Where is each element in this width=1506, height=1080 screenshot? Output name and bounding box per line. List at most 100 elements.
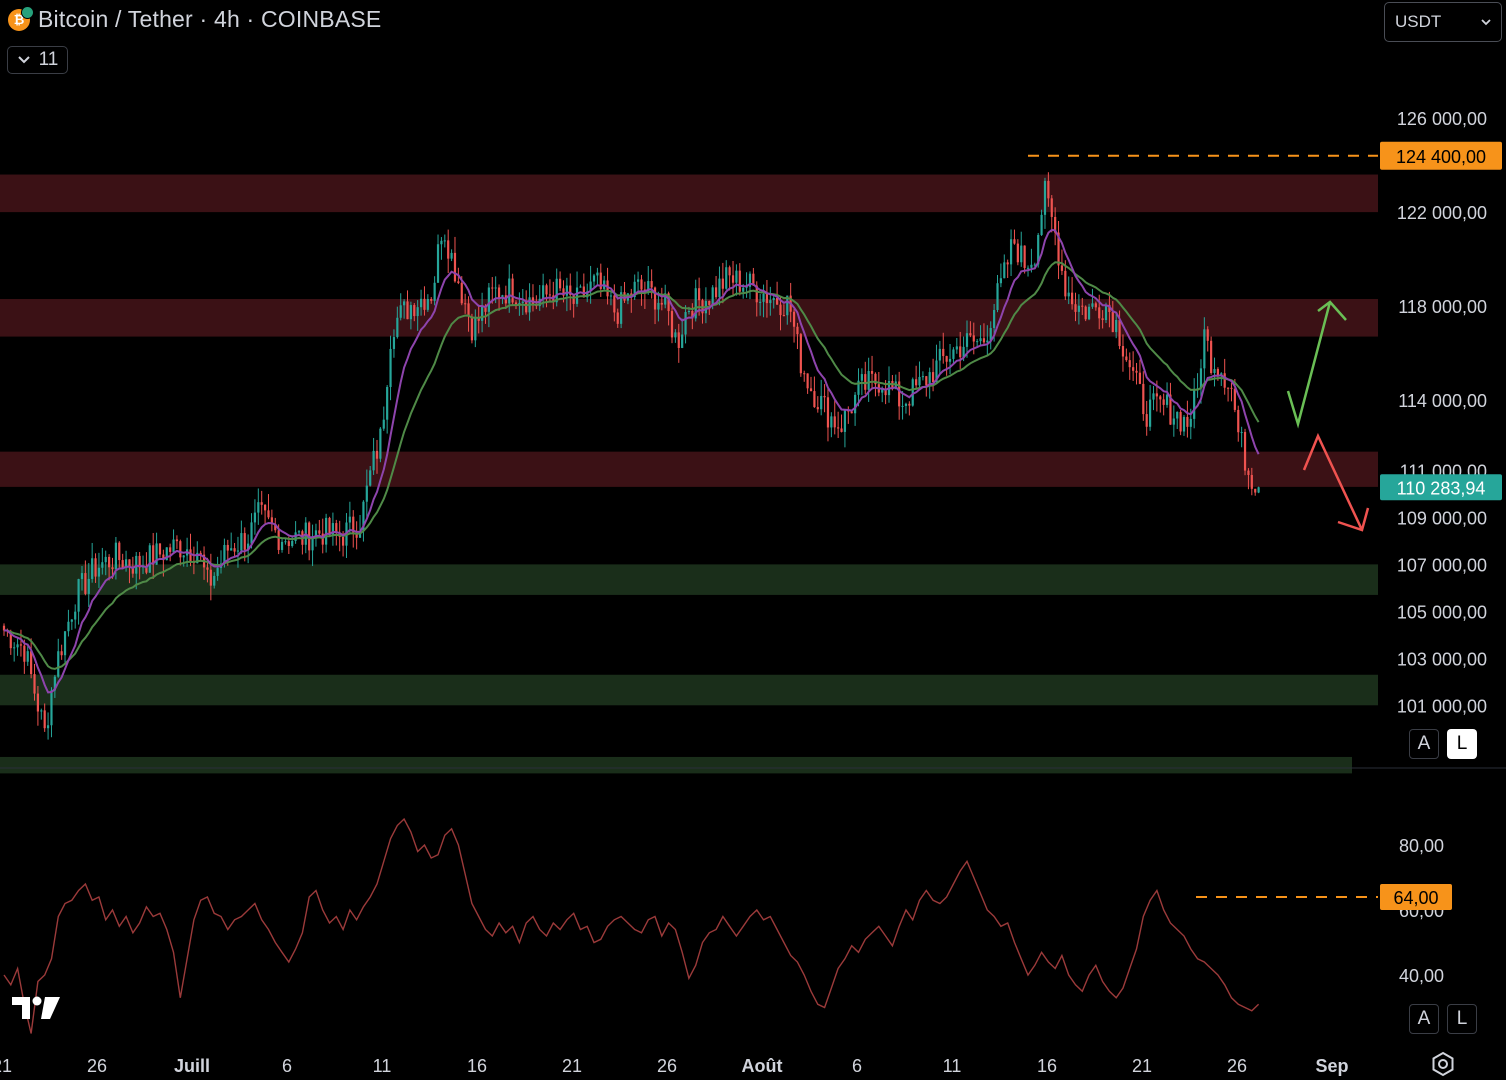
price-tick-label: 107 000,00 (1397, 555, 1487, 575)
currency-value: USDT (1395, 12, 1442, 31)
candle (945, 355, 948, 376)
ath-price-tag (1380, 141, 1502, 170)
time-tick-label: Juill (174, 1056, 210, 1076)
candle (57, 638, 60, 678)
candle (623, 281, 626, 303)
candle (1203, 317, 1206, 385)
current-price-label: 110 283,94 (1397, 478, 1486, 498)
time-tick-label: 16 (467, 1056, 487, 1076)
candle (23, 639, 26, 674)
candle (33, 663, 36, 701)
candle (301, 529, 304, 555)
candle (1077, 294, 1080, 325)
tradingview-logo-icon[interactable] (12, 995, 62, 1021)
rsi-tick-label: 80,00 (1399, 836, 1444, 856)
candle (396, 306, 399, 339)
candle (26, 643, 29, 666)
candle (392, 329, 396, 358)
candle (165, 547, 168, 561)
settings-gear-icon[interactable] (1430, 1051, 1456, 1077)
candle (867, 357, 870, 402)
candle (1230, 382, 1233, 402)
candle (91, 542, 94, 583)
candle (1084, 305, 1087, 322)
candle (1067, 276, 1070, 305)
candle (470, 313, 474, 344)
candle (796, 322, 799, 350)
candle (1169, 382, 1172, 425)
rsi-line (3, 817, 1260, 1034)
candle (118, 541, 121, 568)
candle (620, 286, 623, 329)
candle (196, 541, 199, 564)
ath-price-label: 124 400,00 (1396, 147, 1486, 167)
support-zone (0, 564, 1378, 595)
candle (1213, 357, 1216, 387)
candle (403, 299, 406, 319)
candle (450, 249, 453, 262)
candle (738, 263, 741, 296)
log-scale-button[interactable]: L (1447, 729, 1477, 759)
candle (898, 371, 901, 420)
candle (959, 331, 962, 369)
candle (40, 708, 43, 720)
candle (1009, 229, 1013, 277)
time-tick-label: 26 (87, 1056, 107, 1076)
candle (837, 411, 840, 439)
rsi-auto-scale-button[interactable]: A (1409, 1004, 1439, 1034)
candle (820, 379, 823, 416)
candle (447, 229, 450, 274)
candle (175, 535, 179, 549)
candle (999, 263, 1002, 288)
candle (84, 560, 87, 596)
candle (857, 368, 860, 407)
candle (467, 296, 470, 332)
candle (406, 290, 409, 320)
candle (776, 281, 779, 305)
candle (1254, 488, 1257, 496)
candle (169, 543, 172, 562)
candle (609, 291, 613, 306)
time-axis: 21 26 Juill 6 11 16 21 26 Août 6 11 16 21 26 Sep (0, 1056, 1349, 1076)
ema-fast-line (3, 228, 1260, 694)
candle (674, 329, 677, 343)
candle (182, 554, 185, 567)
candle (1186, 400, 1189, 438)
candle (30, 638, 33, 679)
candle (660, 287, 663, 311)
candle (1237, 405, 1240, 442)
candle (284, 538, 287, 545)
candle (1162, 393, 1165, 416)
candle (915, 365, 918, 390)
candle (826, 388, 830, 442)
candle (1047, 172, 1050, 207)
candle (1165, 382, 1169, 408)
candle (260, 490, 263, 515)
candle (294, 521, 297, 544)
candle (1152, 385, 1155, 411)
candle (1054, 207, 1057, 246)
candle (97, 552, 101, 588)
candle (423, 286, 426, 316)
candle (270, 509, 273, 532)
time-tick-label: 16 (1037, 1056, 1057, 1076)
time-tick-label: Sep (1315, 1056, 1348, 1076)
candle (372, 437, 375, 475)
indicators-toggle-button[interactable]: 11 (7, 46, 68, 74)
rsi-log-scale-button[interactable]: L (1447, 1004, 1477, 1034)
auto-scale-button[interactable]: A (1409, 729, 1439, 759)
currency-select[interactable]: USDT (1384, 2, 1502, 42)
candle (70, 619, 73, 630)
candle (603, 275, 606, 290)
candle (725, 260, 728, 290)
candle (386, 385, 389, 434)
candle (487, 282, 490, 328)
candle (613, 284, 616, 322)
time-tick-label: 6 (852, 1056, 862, 1076)
candle (308, 521, 311, 561)
time-tick-label: 26 (1227, 1056, 1247, 1076)
candle (453, 236, 457, 283)
symbol-title[interactable]: Bitcoin / Tether · 4h · COINBASE (38, 6, 382, 32)
candle (1176, 411, 1179, 430)
